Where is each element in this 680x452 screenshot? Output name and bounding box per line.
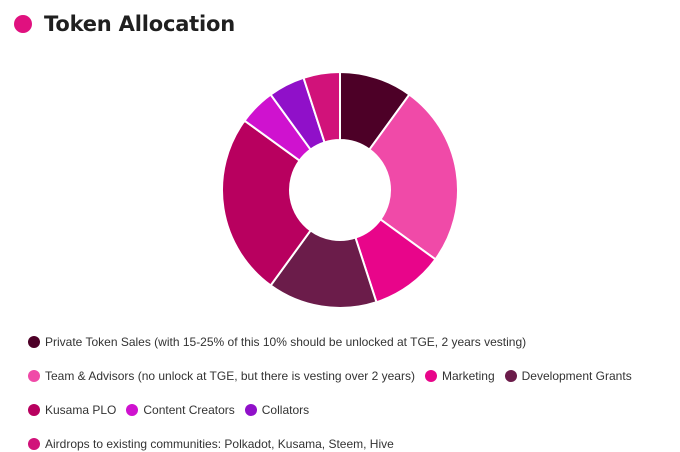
legend-swatch-icon xyxy=(28,438,40,450)
legend-item[interactable]: Private Token Sales (with 15-25% of this… xyxy=(28,334,526,350)
legend-item[interactable]: Collators xyxy=(244,402,310,418)
chart-title: Token Allocation xyxy=(44,12,235,36)
legend-swatch-icon xyxy=(244,404,257,416)
title-dot-icon xyxy=(14,15,32,33)
legend-swatch-icon xyxy=(28,370,40,382)
chart-legend: Private Token Sales (with 15-25% of this… xyxy=(28,334,668,452)
legend-label: Content Creators xyxy=(143,403,235,417)
legend-label: Kusama PLO xyxy=(45,403,117,417)
donut-slice-7[interactable] xyxy=(302,70,341,144)
donut-slice-1[interactable] xyxy=(367,93,459,261)
legend-swatch-icon xyxy=(126,404,139,416)
legend-item[interactable]: Development Grants xyxy=(504,368,632,384)
legend-item[interactable]: Content Creators xyxy=(126,402,235,418)
legend-item[interactable]: Team & Advisors (no unlock at TGE, but t… xyxy=(28,368,415,384)
chart-header: Token Allocation xyxy=(14,12,235,36)
legend-label: Marketing xyxy=(441,369,495,383)
donut-slice-4[interactable] xyxy=(221,119,313,287)
legend-label: Team & Advisors (no unlock at TGE, but t… xyxy=(45,369,415,383)
legend-item[interactable]: Kusama PLO xyxy=(28,402,116,418)
donut-chart xyxy=(221,70,459,309)
legend-swatch-icon xyxy=(28,404,40,416)
legend-label: Development Grants xyxy=(521,369,632,383)
legend-label: Private Token Sales (with 15-25% of this… xyxy=(45,335,527,349)
legend-item[interactable]: Airdrops to existing communities: Polkad… xyxy=(28,436,394,452)
legend-label: Collators xyxy=(261,403,310,417)
legend-swatch-icon xyxy=(28,336,40,348)
legend-label: Airdrops to existing communities: Polkad… xyxy=(45,437,394,451)
legend-swatch-icon xyxy=(504,370,517,382)
legend-swatch-icon xyxy=(424,370,437,382)
legend-item[interactable]: Marketing xyxy=(424,368,495,384)
